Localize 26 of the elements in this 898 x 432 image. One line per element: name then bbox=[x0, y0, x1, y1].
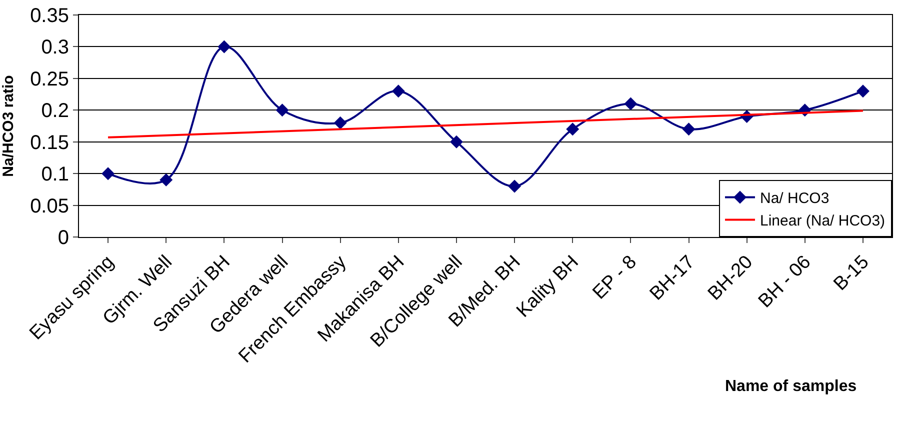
y-tick-label: 0 bbox=[58, 227, 69, 249]
x-tick-label: BH - 06 bbox=[754, 252, 816, 312]
point bbox=[334, 116, 347, 130]
point bbox=[276, 104, 289, 117]
point bbox=[856, 84, 870, 98]
y-tick-label: 0.3 bbox=[41, 36, 69, 59]
x-tick-label: EP - 8 bbox=[588, 252, 641, 304]
y-axis-title: Na/HCO3 ratio bbox=[0, 75, 17, 177]
y-tick-label: 0.2 bbox=[41, 100, 69, 122]
point bbox=[218, 40, 231, 54]
point bbox=[508, 180, 522, 193]
point bbox=[566, 122, 580, 136]
point bbox=[102, 167, 115, 180]
y-tick-label: 0.35 bbox=[30, 5, 69, 27]
point bbox=[160, 173, 173, 186]
y-tick-label: 0.25 bbox=[30, 68, 69, 90]
legend-label: Na/ HCO3 bbox=[760, 190, 830, 208]
y-tick-label: 0.1 bbox=[41, 164, 69, 186]
x-axis-title: Name of samples bbox=[725, 378, 857, 395]
y-tick-label: 0.05 bbox=[30, 195, 69, 218]
point bbox=[682, 122, 696, 136]
point bbox=[624, 97, 638, 110]
point bbox=[392, 84, 405, 98]
y-tick-label: 0.15 bbox=[30, 132, 69, 154]
point bbox=[450, 135, 463, 148]
legend-label: Linear (Na/ HCO3) bbox=[760, 212, 886, 230]
